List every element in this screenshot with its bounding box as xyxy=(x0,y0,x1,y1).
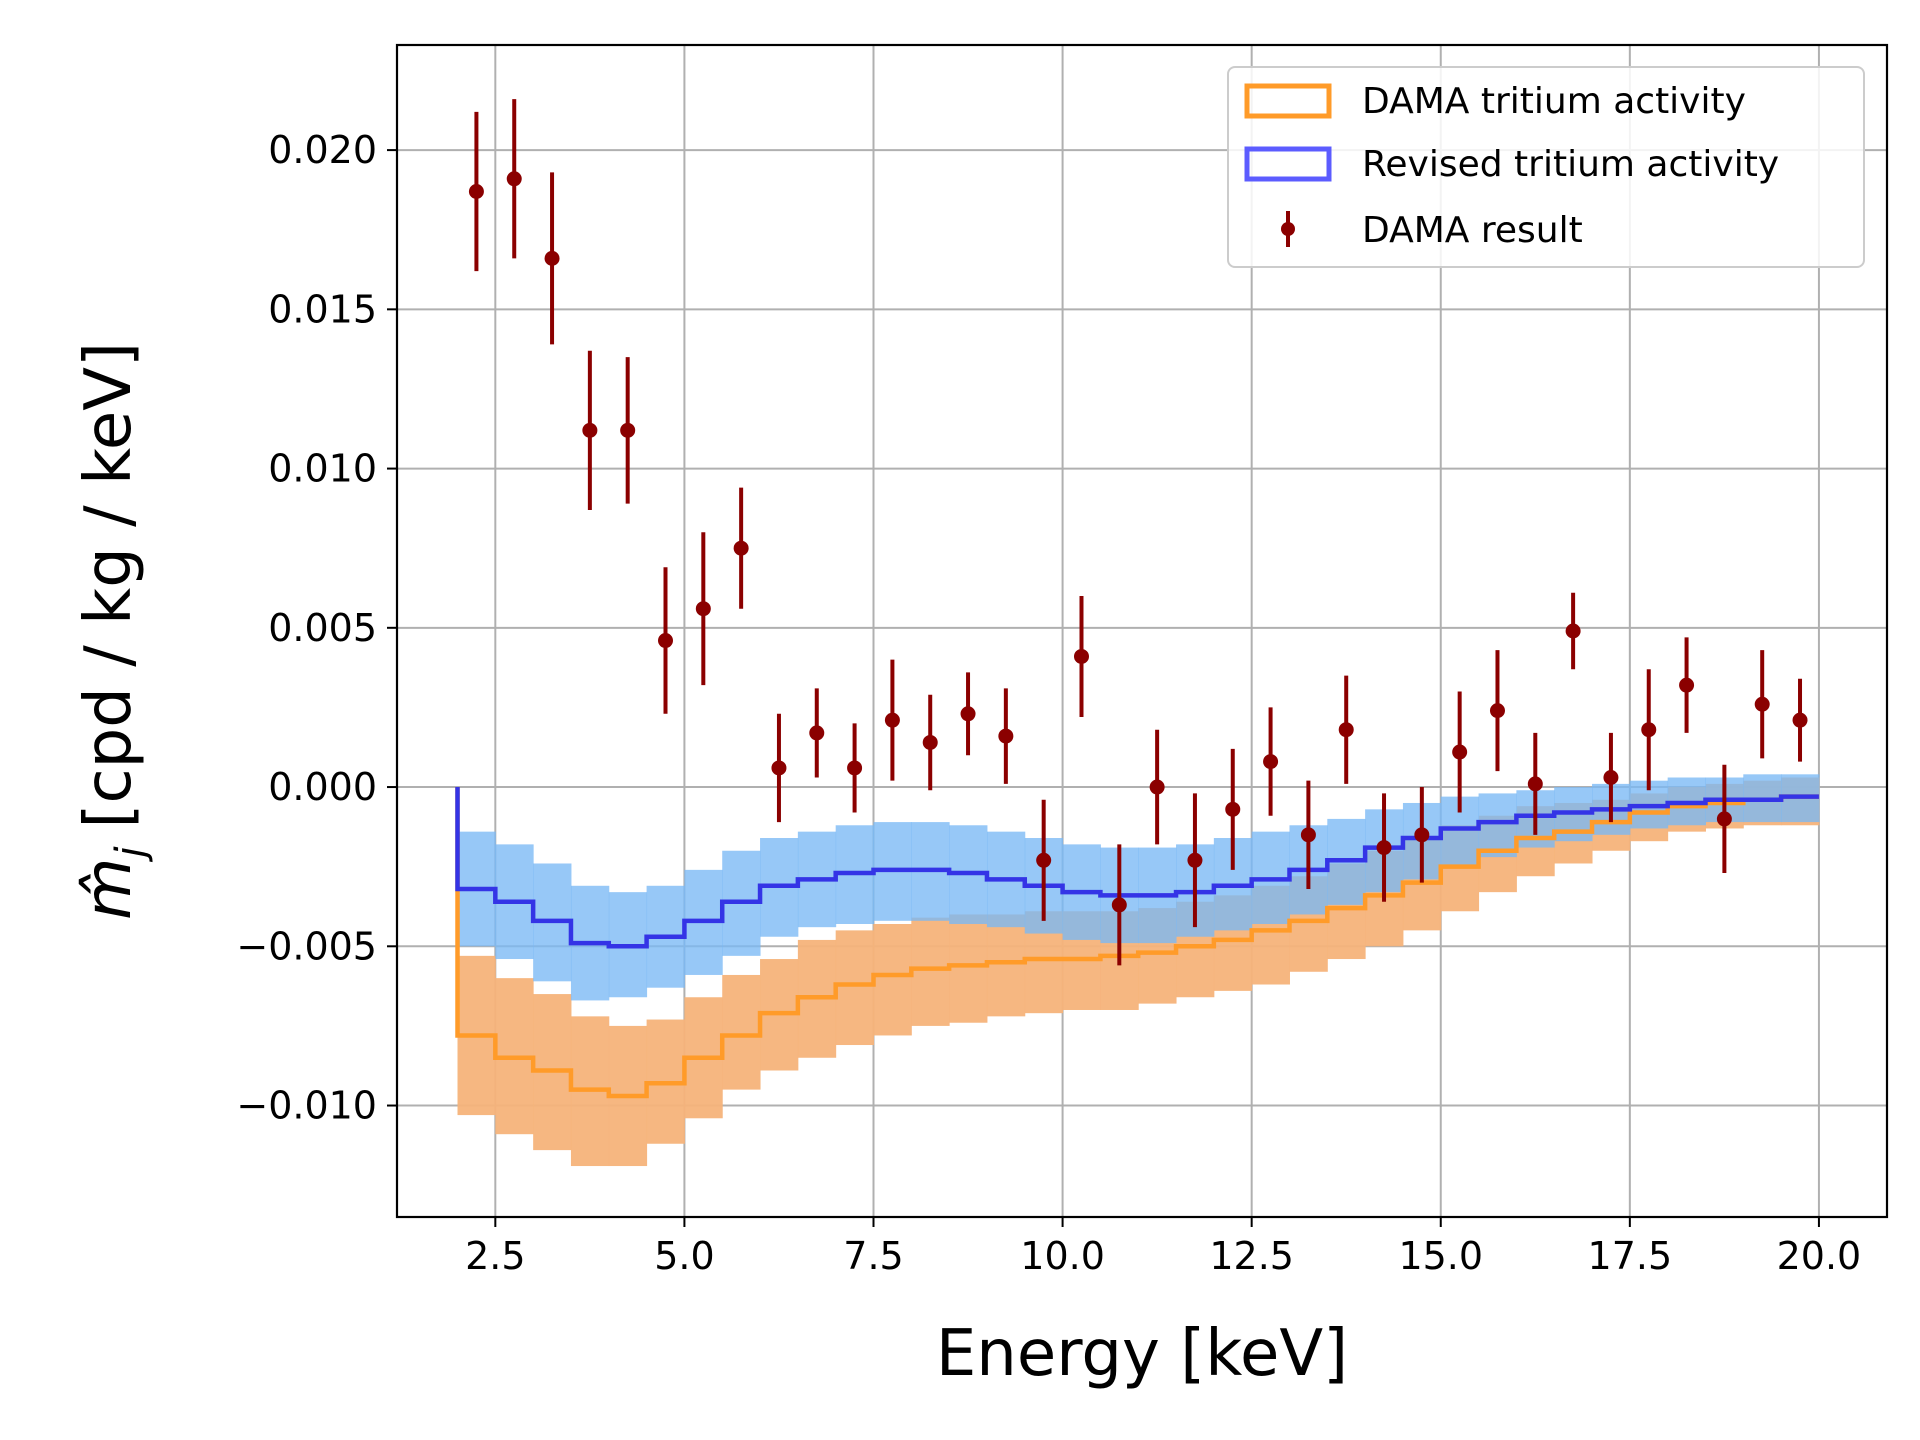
dama-result-point xyxy=(1111,897,1127,913)
dama-result-point xyxy=(922,734,938,750)
dama-result-point xyxy=(1187,852,1203,868)
legend-swatch-revised-tritium xyxy=(1244,146,1332,182)
legend-marker-dama-result xyxy=(1281,222,1295,236)
band-dama-tritium xyxy=(986,914,1026,1017)
x-tick-label: 10.0 xyxy=(1020,1234,1105,1278)
dama-result-point xyxy=(960,706,976,722)
dama-result-point xyxy=(1376,840,1392,856)
dama-result-point xyxy=(1263,754,1279,770)
dama-result-point xyxy=(733,540,749,556)
dama-result-point xyxy=(620,422,636,438)
dama-result-point xyxy=(884,712,900,728)
dama-result-point xyxy=(1338,722,1354,738)
y-tick-label: −0.010 xyxy=(236,1084,377,1128)
y-tick-label: 0.005 xyxy=(268,606,377,650)
dama-result-point xyxy=(1641,722,1657,738)
band-dama-tritium xyxy=(873,924,912,1036)
legend-label-revised-tritium: Revised tritium activity xyxy=(1362,144,1779,185)
x-tick-label: 17.5 xyxy=(1588,1234,1673,1278)
dama-result-point xyxy=(847,760,863,776)
y-axis-ticks: −0.010 −0.005 0.000 0.005 0.010 0.015 0.020 xyxy=(236,128,397,1128)
legend-swatch-dama-tritium xyxy=(1244,83,1332,119)
x-tick-label: 7.5 xyxy=(843,1234,903,1278)
y-tick-label: 0.020 xyxy=(268,128,377,172)
legend-label-dama-tritium: DAMA tritium activity xyxy=(1362,81,1746,122)
x-tick-label: 15.0 xyxy=(1398,1234,1483,1278)
y-tick-label: −0.005 xyxy=(236,924,377,968)
x-tick-label: 2.5 xyxy=(465,1234,525,1278)
dama-result-point xyxy=(582,422,598,438)
dama-result-point xyxy=(468,184,484,199)
dama-result-point xyxy=(1073,648,1089,664)
x-tick-label: 5.0 xyxy=(654,1234,714,1278)
dama-result-point xyxy=(1527,776,1543,792)
band-dama-tritium xyxy=(949,914,988,1023)
dama-result-point xyxy=(1036,852,1052,868)
y-tick-label: 0.015 xyxy=(268,287,377,331)
band-dama-tritium xyxy=(911,917,950,1026)
legend-label-dama-result: DAMA result xyxy=(1362,210,1583,251)
x-axis-ticks: 2.5 5.0 7.5 10.0 12.5 15.0 17.5 20.0 xyxy=(465,1217,1861,1278)
x-tick-label: 20.0 xyxy=(1777,1234,1862,1278)
y-tick-label: 0.010 xyxy=(268,447,377,491)
dama-result-point xyxy=(1149,779,1165,795)
dama-result-point xyxy=(1452,744,1468,760)
band-revised-tritium xyxy=(1478,793,1517,858)
dama-result-point xyxy=(1603,770,1619,785)
plot-frame xyxy=(395,43,1889,1219)
legend-frame xyxy=(1227,66,1865,268)
dama-result-point xyxy=(1679,677,1695,693)
y-axis-label-units: [cpd / kg / keV] xyxy=(72,342,146,829)
x-tick-label: 12.5 xyxy=(1209,1234,1294,1278)
band-dama-tritium xyxy=(835,930,874,1046)
dama-result-point xyxy=(1300,827,1316,843)
dama-result-point xyxy=(695,601,711,617)
x-axis-label: Energy [keV] xyxy=(936,1317,1348,1391)
legend: DAMA tritium activity Revised tritium ac… xyxy=(1227,66,1865,268)
dama-result-point xyxy=(998,728,1014,744)
dama-result-point xyxy=(809,725,825,741)
y-axis-label-symbol: m̂ xyxy=(72,858,146,920)
dama-result-point xyxy=(1489,703,1505,719)
dama-result-points xyxy=(468,99,1808,966)
dama-result-point xyxy=(1754,696,1770,712)
dama-result-point xyxy=(1565,623,1581,639)
dama-result-point xyxy=(658,633,674,649)
dama-result-point xyxy=(544,250,560,266)
dama-result-point xyxy=(1225,801,1241,817)
dama-result-point xyxy=(1792,712,1808,728)
y-axis-label: m̂j [cpd / kg / keV] xyxy=(72,342,154,920)
step-line-dama-tritium xyxy=(455,787,1819,1099)
dama-result-point xyxy=(1414,827,1430,843)
band-dama-tritium xyxy=(722,974,761,1090)
y-tick-label: 0.000 xyxy=(268,765,377,809)
dama-result-point xyxy=(771,760,787,776)
dama-result-point xyxy=(506,171,522,187)
y-axis-label-subscript: j xyxy=(108,846,154,863)
dama-result-point xyxy=(1716,811,1732,827)
